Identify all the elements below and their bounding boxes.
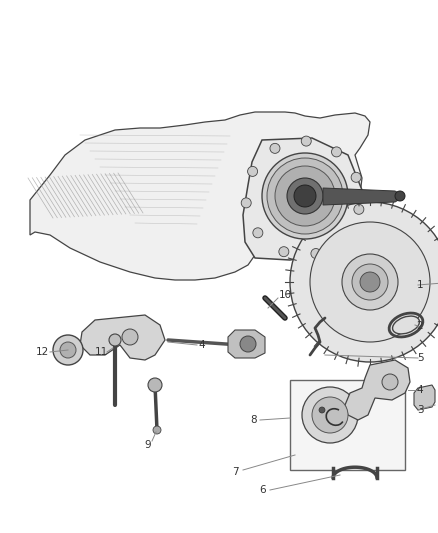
Circle shape [354,204,364,214]
Text: 5: 5 [417,353,423,363]
Circle shape [148,378,162,392]
Text: 4: 4 [199,340,205,350]
Circle shape [310,222,430,342]
Polygon shape [80,315,165,360]
Circle shape [319,407,325,413]
Circle shape [270,143,280,154]
Polygon shape [345,360,410,420]
Circle shape [241,198,251,208]
Text: 1: 1 [417,280,423,290]
Circle shape [395,191,405,201]
Circle shape [332,147,342,157]
Text: 11: 11 [94,347,108,357]
Circle shape [253,228,263,238]
Polygon shape [243,138,362,260]
Circle shape [360,272,380,292]
Polygon shape [228,330,265,358]
Text: 4: 4 [417,385,423,395]
Circle shape [287,178,323,214]
Circle shape [279,247,289,257]
Text: 3: 3 [417,405,423,415]
Text: 12: 12 [35,347,49,357]
Circle shape [53,335,83,365]
Circle shape [247,166,258,176]
Circle shape [311,248,321,259]
Circle shape [339,233,349,243]
Polygon shape [30,112,370,280]
Ellipse shape [392,316,420,334]
Circle shape [122,329,138,345]
Circle shape [294,185,316,207]
Polygon shape [323,188,400,205]
Text: 10: 10 [279,290,292,300]
Circle shape [60,342,76,358]
Circle shape [153,426,161,434]
Text: 2: 2 [417,321,423,331]
Text: 6: 6 [260,485,266,495]
Circle shape [382,374,398,390]
Circle shape [240,336,256,352]
Circle shape [302,387,358,443]
FancyBboxPatch shape [290,380,405,470]
Text: 8: 8 [251,415,257,425]
Circle shape [262,153,348,239]
Circle shape [342,254,398,310]
Circle shape [301,136,311,146]
Circle shape [312,397,348,433]
Circle shape [109,334,121,346]
Polygon shape [414,385,435,410]
Circle shape [275,166,335,226]
Circle shape [267,158,343,234]
Circle shape [351,172,361,182]
Text: 7: 7 [232,467,238,477]
Circle shape [290,202,438,362]
Circle shape [352,264,388,300]
Text: 9: 9 [145,440,151,450]
